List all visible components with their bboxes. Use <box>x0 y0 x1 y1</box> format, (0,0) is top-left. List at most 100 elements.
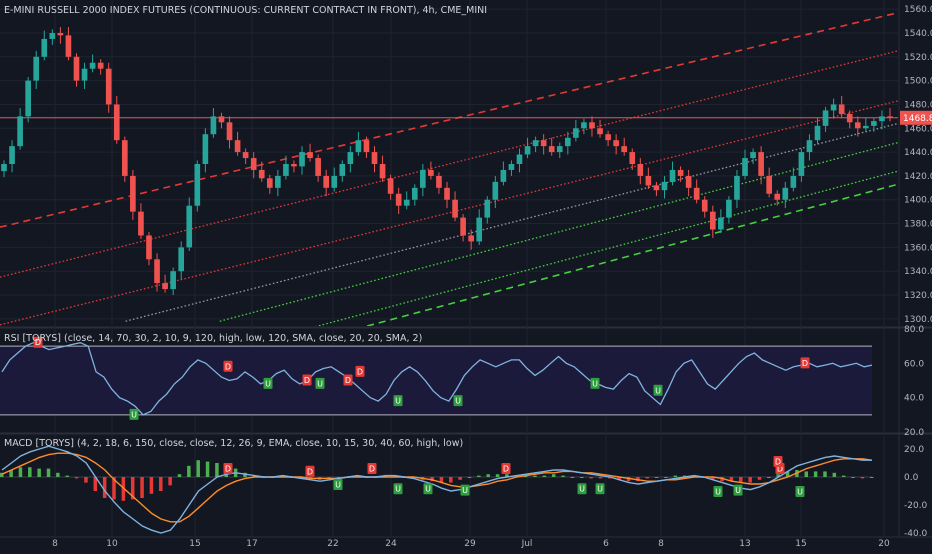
candle-body <box>154 259 160 284</box>
candle <box>468 229 474 250</box>
candle <box>879 110 885 130</box>
candle <box>315 154 321 182</box>
candle <box>49 29 56 45</box>
candle-body <box>202 134 209 164</box>
macd-signal-letter: U <box>425 485 431 494</box>
candle-body <box>25 80 31 117</box>
price-tick-label: 1400.0 <box>904 196 932 206</box>
candle-body <box>846 113 853 123</box>
candle <box>194 160 201 212</box>
candle-body <box>65 35 72 57</box>
macd-histogram-bar <box>46 468 51 477</box>
rsi-line <box>1 341 873 416</box>
candle-body <box>218 116 225 123</box>
macd-histogram-bar <box>804 471 809 477</box>
candle-body <box>645 175 652 186</box>
candle <box>709 205 716 238</box>
candle <box>234 131 241 156</box>
rsi-indicator-title: RSI [TORYS] (close, 14, 70, 30, 2, 10, 9… <box>4 333 423 344</box>
macd-signal-marker: D <box>223 463 233 474</box>
rsi-signal-letter: U <box>395 397 401 406</box>
macd-signal-marker: D <box>501 463 511 474</box>
macd-histogram-bar <box>140 477 144 498</box>
candle <box>339 160 346 182</box>
macd-histogram-bar <box>9 470 13 477</box>
rsi-signal-letter: D <box>35 338 41 347</box>
candle <box>395 187 402 215</box>
channel-line-6 <box>364 183 898 326</box>
candle <box>806 134 813 161</box>
rsi-signal-letter: U <box>131 410 137 419</box>
candle-body <box>830 104 837 111</box>
price-tick-label: 1480.0 <box>904 100 932 110</box>
candle-body <box>629 152 636 164</box>
macd-signal-letter: D <box>503 465 509 474</box>
macd-histogram-bar <box>505 474 509 477</box>
candle-body <box>411 187 418 200</box>
rsi-tick-label: 40.0 <box>904 394 924 404</box>
candle <box>645 167 652 190</box>
candle-body <box>605 134 611 141</box>
rsi-signal-letter: D <box>802 359 808 368</box>
macd-histogram-bar <box>570 477 575 478</box>
candle <box>275 169 281 197</box>
price-tick-label: 1560.0 <box>904 5 932 15</box>
candle-body <box>266 178 273 188</box>
rsi-signal-box <box>800 357 810 369</box>
candle-body <box>613 140 619 147</box>
macd-histogram-bar <box>28 467 32 477</box>
candle <box>57 27 64 44</box>
macd-signal-letter: U <box>735 486 741 495</box>
candle <box>863 117 869 132</box>
macd-histogram-bar <box>542 475 547 477</box>
macd-histogram-bar <box>336 477 341 478</box>
rsi-signal-letter: U <box>265 379 271 388</box>
candle-body <box>138 211 144 236</box>
candle-body <box>41 38 48 57</box>
macd-histogram-bar <box>729 477 734 482</box>
macd-signal-letter: U <box>579 485 585 494</box>
candle-body <box>742 158 748 176</box>
macd-histogram-bar <box>458 477 462 480</box>
macd-indicator-title: MACD [TORYS] (4, 2, 18, 6, 150, close, c… <box>4 438 464 449</box>
candle-body <box>709 211 716 230</box>
macd-signal-box <box>367 463 377 474</box>
price-tick-label: 1460.0 <box>904 124 932 134</box>
macd-histogram-bar <box>149 477 154 494</box>
candle <box>436 172 442 194</box>
rsi-signal-marker: D <box>302 374 312 386</box>
candle-body <box>178 247 185 272</box>
candle-body <box>460 217 466 236</box>
price-tick-label: 1360.0 <box>904 243 932 253</box>
candle <box>347 146 354 173</box>
macd-histogram-bar <box>159 477 163 491</box>
macd-histogram-bar <box>776 474 780 477</box>
candle <box>484 196 491 224</box>
candle-body <box>524 146 531 155</box>
macd-histogram-bar <box>785 471 790 477</box>
macd-signal-box <box>501 463 511 474</box>
candle-body <box>492 181 499 200</box>
price-tick-label: 1520.0 <box>904 53 932 63</box>
macd-signal-marker: U <box>733 484 743 496</box>
macd-histogram-bar <box>533 475 537 477</box>
macd-histogram-bar <box>205 461 210 477</box>
macd-histogram-bar <box>495 474 500 477</box>
last-price-tag-bg <box>900 110 932 125</box>
candle <box>718 209 724 234</box>
macd-histogram-bar <box>767 477 771 478</box>
candle <box>355 131 362 156</box>
macd-signal-marker: U <box>795 486 805 497</box>
candle <box>226 116 233 149</box>
macd-histogram-bar <box>252 475 257 477</box>
rsi-signal-marker: D <box>33 336 43 348</box>
candle <box>218 112 225 129</box>
candle <box>1 160 7 178</box>
macd-tick-label: 20.0 <box>904 445 924 455</box>
candle <box>371 146 378 173</box>
macd-histogram-bar <box>477 475 481 477</box>
macd-histogram-bar <box>710 477 715 480</box>
candle-body <box>9 146 15 164</box>
